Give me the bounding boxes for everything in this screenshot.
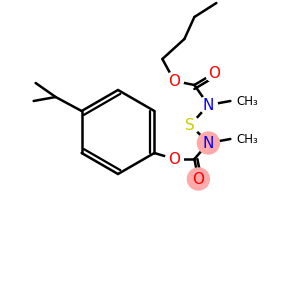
Circle shape: [200, 96, 217, 114]
Circle shape: [182, 116, 200, 134]
Text: N: N: [203, 136, 214, 151]
Text: O: O: [168, 152, 180, 166]
Text: CH₃: CH₃: [236, 133, 258, 146]
Text: O: O: [168, 74, 180, 88]
Circle shape: [197, 132, 219, 154]
Text: O: O: [192, 172, 204, 187]
Text: N: N: [203, 98, 214, 112]
Circle shape: [188, 168, 209, 190]
Circle shape: [165, 150, 183, 168]
Text: CH₃: CH₃: [236, 94, 258, 107]
Text: O: O: [208, 65, 220, 80]
Circle shape: [165, 72, 183, 90]
Text: S: S: [185, 118, 195, 133]
Circle shape: [206, 64, 224, 82]
